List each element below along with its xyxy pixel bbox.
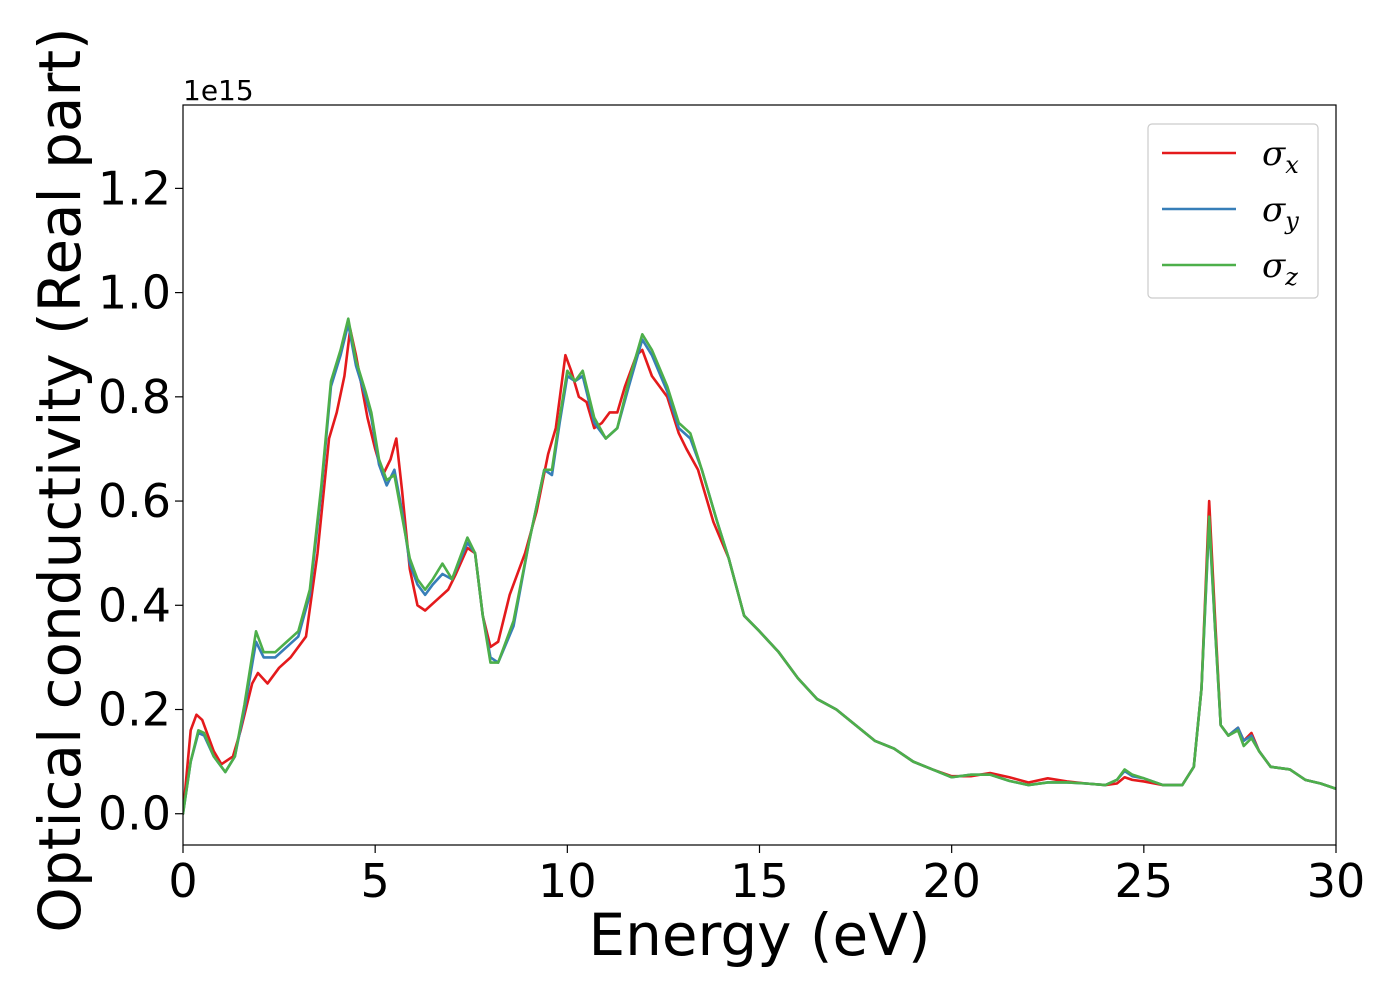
y-tick-label: 0.4 xyxy=(98,578,171,632)
x-tick-label: 25 xyxy=(1115,854,1174,908)
axis-ticks: 0 5 10 15 20 25 30 0.0 0.2 0.4 0.6 0.8 1.0 1.2 xyxy=(98,161,1365,908)
x-tick-label: 30 xyxy=(1307,854,1366,908)
x-tick-label: 10 xyxy=(538,854,597,908)
y-offset-text: 1e15 xyxy=(183,74,254,107)
series-line-x xyxy=(183,327,1336,816)
legend-label-y: σy xyxy=(1262,190,1299,235)
x-tick-label: 15 xyxy=(730,854,789,908)
x-tick-label: 5 xyxy=(361,854,390,908)
plot-frame xyxy=(182,104,1337,846)
y-tick-label: 1.0 xyxy=(98,266,171,320)
y-tick-label: 1.2 xyxy=(98,161,171,215)
y-tick-label: 0.0 xyxy=(98,787,171,841)
series-line-z xyxy=(183,317,1336,816)
x-tick-label: 20 xyxy=(922,854,981,908)
y-axis-label: Optical conductivity (Real part) xyxy=(26,27,94,932)
y-tick-label: 0.2 xyxy=(98,683,171,737)
legend-box xyxy=(1147,123,1319,299)
legend-label-z: σz xyxy=(1262,246,1298,291)
legend-label-x: σx xyxy=(1262,134,1299,179)
plot-lines xyxy=(183,317,1336,816)
y-tick-label: 0.8 xyxy=(98,370,171,424)
x-tick-label: 0 xyxy=(168,854,197,908)
legend: σx σy σz xyxy=(1147,123,1319,299)
y-tick-label: 0.6 xyxy=(98,474,171,528)
x-axis-label: Energy (eV) xyxy=(588,901,930,969)
